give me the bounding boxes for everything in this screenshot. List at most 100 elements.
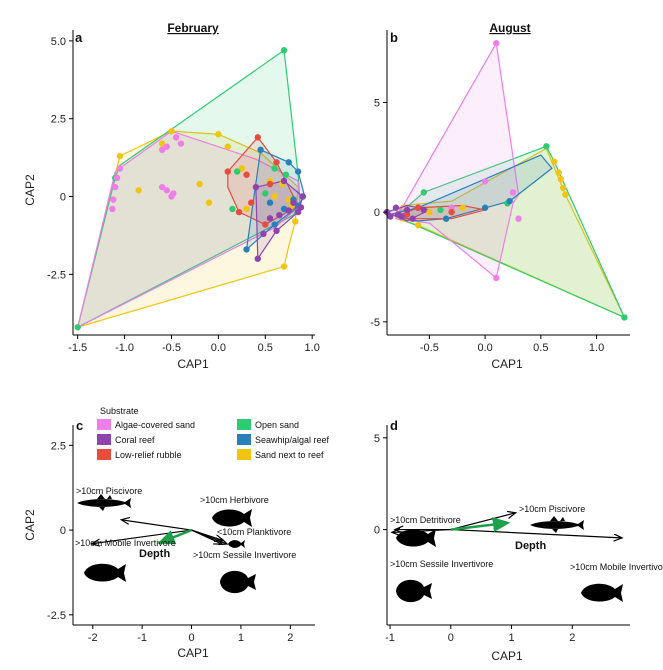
point-coral xyxy=(285,207,292,214)
panel-b-xlabel: CAP1 xyxy=(491,357,523,371)
x-tick-label: 1 xyxy=(508,632,514,644)
y-tick-label: 2.5 xyxy=(51,440,66,452)
x-tick-label: 1.0 xyxy=(305,342,320,354)
point-seawhip xyxy=(266,199,274,206)
point-coral xyxy=(394,211,402,218)
vector-arrow xyxy=(157,528,192,545)
point-coral xyxy=(254,255,261,262)
y-tick-label: 0 xyxy=(374,207,380,219)
hull-algae_sand xyxy=(394,41,520,280)
panel-a-title: February xyxy=(167,21,219,35)
point-algae_sand xyxy=(177,140,185,147)
panel-a: -1.5 -1.0 -0.5 0.0 0.5 1.0 -2.5 0 2.5 5.0 a Febru… xyxy=(23,21,320,371)
point-open_sand xyxy=(437,206,444,214)
pd-label-piscivore: >10cm Piscivore xyxy=(519,504,585,514)
panel-a-hulls xyxy=(76,49,306,329)
legend-title: Substrate xyxy=(100,406,139,416)
panel-b-points xyxy=(383,39,628,321)
point-rubble xyxy=(403,211,411,218)
point-algae_sand xyxy=(515,215,522,222)
y-tick-label: 2.5 xyxy=(51,114,66,126)
point-algae_sand xyxy=(158,183,166,191)
x-tick-label: 0.0 xyxy=(211,342,226,354)
point-coral xyxy=(290,199,297,206)
pc-label-depth: Depth xyxy=(139,548,170,560)
panel-d-xlabel: CAP1 xyxy=(491,649,523,663)
point-algae_sand xyxy=(493,274,500,282)
point-algae_sand xyxy=(112,183,119,191)
pc-label-herbivore: >10cm Herbivore xyxy=(200,495,269,505)
point-coral xyxy=(409,215,416,222)
legend-label-rubble: Low-relief rubble xyxy=(115,450,182,460)
point-algae_sand xyxy=(172,134,180,141)
x-tick-label: 2 xyxy=(569,632,575,644)
point-algae_sand xyxy=(110,196,117,203)
hull-seawhip xyxy=(245,148,306,251)
point-algae_sand xyxy=(509,189,517,196)
grunt-icon xyxy=(84,563,126,582)
point-sand_reef xyxy=(168,127,175,135)
pd-label-mobile-invertivore: >10cm Mobile Invertivore xyxy=(570,562,663,572)
parrotfish-icon xyxy=(212,509,252,527)
x-tick-label: -0.5 xyxy=(420,342,439,354)
point-sand_reef xyxy=(196,180,203,188)
point-seawhip xyxy=(442,215,450,222)
point-rubble xyxy=(248,199,255,206)
point-sand_reef xyxy=(459,204,466,211)
point-coral xyxy=(387,213,394,220)
panel-b-hulls xyxy=(385,41,626,319)
panel-c-xlabel: CAP1 xyxy=(177,646,209,660)
point-rubble xyxy=(224,168,231,175)
x-tick-label: 2 xyxy=(287,632,293,644)
point-sand_reef xyxy=(158,140,166,147)
point-seawhip xyxy=(285,159,292,166)
point-coral xyxy=(276,211,283,219)
pc-label-piscivore: >10cm Piscivore xyxy=(76,486,142,496)
point-seawhip xyxy=(243,246,250,253)
point-coral xyxy=(403,206,411,214)
point-algae_sand xyxy=(163,187,170,194)
legend-label-open-sand: Open sand xyxy=(255,420,299,430)
vector-arrow xyxy=(450,517,511,533)
point-open_sand xyxy=(543,143,550,150)
panel-c-letter: c xyxy=(76,418,83,433)
y-tick-label: -5 xyxy=(370,317,380,329)
point-sand_reef xyxy=(555,169,562,176)
point-seawhip xyxy=(271,221,278,228)
y-tick-label: 0 xyxy=(60,525,66,537)
grunt-icon xyxy=(396,529,436,547)
point-coral xyxy=(297,204,305,211)
point-sand_reef xyxy=(551,158,558,165)
point-algae_sand xyxy=(493,39,500,47)
x-tick-label: 0.5 xyxy=(533,342,548,354)
point-algae_sand xyxy=(170,190,177,197)
point-coral xyxy=(299,193,307,200)
x-tick-label: 0 xyxy=(448,632,454,644)
angelfish-icon xyxy=(396,579,432,603)
x-tick-label: 0.0 xyxy=(477,342,492,354)
angelfish-icon xyxy=(220,570,256,594)
point-rubble xyxy=(448,208,455,216)
legend-swatch-seawhip xyxy=(237,434,251,445)
panel-a-letter: a xyxy=(75,30,83,45)
point-open_sand xyxy=(74,324,81,331)
point-open_sand xyxy=(271,165,278,172)
pd-label-detritivore: >10cm Detritivore xyxy=(390,515,461,525)
panel-a-ticks: -1.5 -1.0 -0.5 0.0 0.5 1.0 -2.5 0 2.5 5.0 xyxy=(47,36,320,354)
barracuda-icon xyxy=(530,516,584,533)
legend-swatch-coral xyxy=(97,434,111,445)
point-seawhip xyxy=(506,197,513,205)
pd-label-depth: Depth xyxy=(515,540,546,552)
point-algae_sand xyxy=(109,205,116,213)
y-tick-label: 5 xyxy=(374,433,380,445)
point-coral xyxy=(260,230,267,238)
x-tick-label: 0 xyxy=(188,632,194,644)
x-tick-label: 0.5 xyxy=(258,342,273,354)
point-open_sand xyxy=(262,190,269,197)
y-tick-label: 5.0 xyxy=(51,36,66,48)
point-open_sand xyxy=(282,171,290,178)
point-algae_sand xyxy=(448,204,455,211)
panel-b: -0.5 0.0 0.5 1.0 -5 0 5 b August CAP1 xyxy=(370,21,630,371)
point-sand_reef xyxy=(562,191,569,198)
point-sand_reef xyxy=(135,187,142,194)
